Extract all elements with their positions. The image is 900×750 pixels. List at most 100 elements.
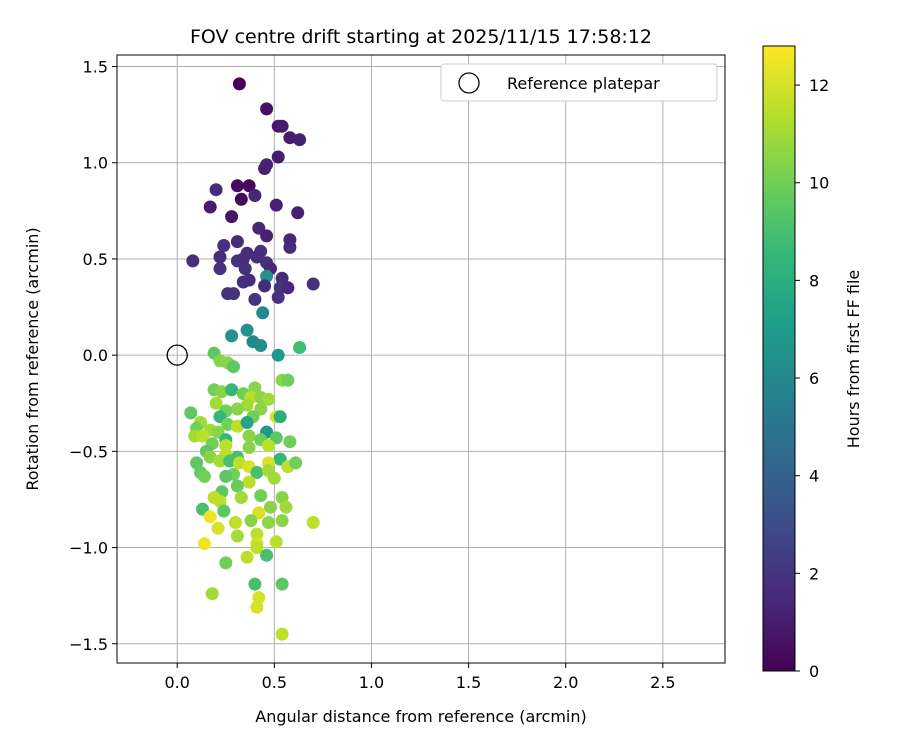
data-point bbox=[230, 479, 244, 493]
data-point bbox=[256, 306, 270, 320]
reference-marker bbox=[166, 344, 188, 366]
y-axis-ticks: 1.5 1.0 0.5 0.0 −0.5 −1.0 −1.5 bbox=[69, 58, 117, 654]
data-point bbox=[293, 133, 307, 147]
data-point bbox=[219, 469, 233, 483]
data-point bbox=[289, 456, 303, 470]
y-tick-label: 0.5 bbox=[83, 250, 108, 269]
data-point bbox=[203, 200, 217, 214]
data-point bbox=[225, 329, 239, 343]
data-point bbox=[211, 521, 225, 535]
data-point bbox=[223, 454, 237, 468]
data-point bbox=[229, 516, 242, 529]
y-tick-label: −0.5 bbox=[69, 442, 108, 461]
data-point bbox=[271, 348, 285, 362]
data-point bbox=[260, 548, 274, 562]
y-axis-label: Rotation from reference (arcmin) bbox=[23, 227, 42, 490]
colorbar-tick-label: 4 bbox=[809, 467, 819, 486]
x-axis-label: Angular distance from reference (arcmin) bbox=[255, 707, 586, 726]
data-point bbox=[262, 439, 275, 453]
chart-title: FOV centre drift starting at 2025/11/15 … bbox=[190, 26, 652, 48]
data-point bbox=[213, 262, 227, 276]
data-point bbox=[269, 535, 283, 549]
colorbar-tick-label: 2 bbox=[809, 564, 819, 583]
x-tick-label: 1.5 bbox=[456, 673, 481, 692]
data-point bbox=[221, 417, 235, 431]
data-point bbox=[242, 273, 256, 287]
x-tick-label: 1.0 bbox=[359, 673, 384, 692]
data-point bbox=[264, 500, 277, 514]
y-tick-label: 1.5 bbox=[83, 58, 108, 77]
colorbar-tick-label: 0 bbox=[809, 662, 819, 681]
data-point bbox=[269, 198, 283, 212]
data-point bbox=[242, 179, 256, 193]
y-tick-label: 0.0 bbox=[83, 346, 108, 365]
data-point bbox=[205, 587, 219, 601]
data-point bbox=[186, 254, 200, 268]
data-point bbox=[225, 383, 239, 397]
data-point bbox=[244, 514, 258, 528]
x-tick-label: 0.5 bbox=[262, 673, 287, 692]
data-point bbox=[203, 510, 217, 524]
data-point bbox=[217, 504, 231, 518]
data-point bbox=[306, 516, 320, 529]
data-point bbox=[236, 252, 250, 266]
reference-platepar-point bbox=[166, 344, 188, 366]
data-point bbox=[227, 360, 240, 374]
data-point bbox=[250, 527, 264, 541]
data-point bbox=[250, 466, 264, 479]
data-point bbox=[225, 210, 239, 224]
data-point bbox=[248, 292, 262, 306]
data-point bbox=[234, 491, 248, 504]
data-point bbox=[234, 192, 248, 206]
data-point bbox=[227, 287, 240, 301]
data-point bbox=[250, 250, 264, 264]
data-point bbox=[248, 577, 262, 591]
data-point bbox=[242, 429, 256, 443]
x-tick-label: 2.0 bbox=[553, 673, 578, 692]
legend-marker-reference bbox=[458, 72, 480, 94]
data-point bbox=[242, 441, 256, 454]
data-point bbox=[254, 339, 268, 352]
data-point bbox=[262, 392, 275, 406]
data-point bbox=[267, 471, 281, 485]
data-point bbox=[197, 469, 211, 483]
colorbar-tick-label: 12 bbox=[809, 76, 829, 95]
data-point bbox=[273, 410, 287, 424]
legend: Reference platepar bbox=[440, 63, 718, 102]
colorbar-tick-label: 6 bbox=[809, 369, 819, 388]
x-axis-ticks: 0.0 0.5 1.0 1.5 2.0 2.5 bbox=[164, 663, 676, 692]
data-point bbox=[209, 183, 223, 197]
data-point bbox=[230, 179, 244, 193]
data-point bbox=[275, 577, 289, 591]
x-tick-label: 0.0 bbox=[164, 673, 189, 692]
data-point bbox=[279, 500, 293, 514]
data-point bbox=[258, 279, 272, 293]
data-point bbox=[217, 239, 231, 252]
data-point bbox=[197, 537, 211, 551]
data-point bbox=[254, 489, 268, 503]
data-point bbox=[219, 439, 233, 453]
plot-frame bbox=[116, 54, 726, 664]
data-point bbox=[250, 541, 264, 555]
data-point bbox=[260, 229, 274, 243]
data-point bbox=[275, 627, 289, 641]
data-point bbox=[283, 131, 297, 145]
data-point bbox=[242, 475, 256, 489]
data-point bbox=[283, 240, 297, 254]
y-tick-label: 1.0 bbox=[83, 154, 108, 173]
data-point bbox=[283, 435, 297, 449]
data-point bbox=[240, 550, 254, 564]
colorbar-tick-label: 10 bbox=[809, 174, 829, 193]
data-point bbox=[209, 396, 223, 410]
data-point bbox=[230, 235, 244, 249]
data-point bbox=[184, 406, 198, 420]
y-tick-label: −1.0 bbox=[69, 539, 108, 558]
data-point bbox=[238, 262, 252, 276]
data-point bbox=[275, 514, 289, 528]
legend-label-reference: Reference platepar bbox=[507, 74, 660, 93]
data-point bbox=[240, 416, 254, 429]
colorbar bbox=[762, 45, 796, 672]
data-point bbox=[281, 281, 295, 295]
data-point bbox=[232, 77, 246, 91]
colorbar-ticks: 0 2 4 6 8 10 12 bbox=[795, 76, 829, 681]
